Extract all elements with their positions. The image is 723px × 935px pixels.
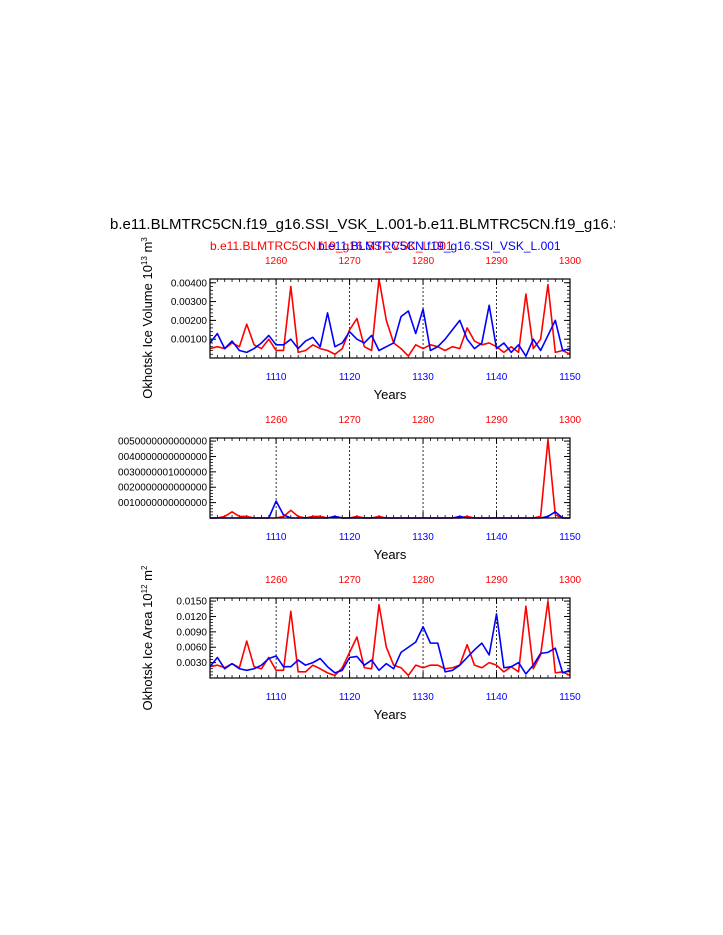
x-tick-label-top: 1270 xyxy=(338,575,361,586)
red-case-title: b.e11.BLMTRC5CN.f19_g16.SSI_VSK_L.001 xyxy=(210,239,453,253)
x-tick-label-bottom: 1150 xyxy=(559,532,581,543)
plot-frame xyxy=(209,437,571,519)
x-tick-label-top: 1300 xyxy=(559,575,582,586)
series-line-blue xyxy=(210,500,570,519)
x-tick-label-bottom: 1120 xyxy=(339,532,361,543)
x-tick-label-top: 1290 xyxy=(485,415,508,426)
x-tick-label-bottom: 1140 xyxy=(486,532,508,543)
y-tick-label: 0.0030 xyxy=(176,658,207,669)
series-line-red xyxy=(209,278,571,357)
x-tick-label-top: 1290 xyxy=(485,575,508,586)
x-tick-label-top: 1290 xyxy=(485,256,508,267)
x-tick-label-top: 1300 xyxy=(559,256,582,267)
series-line-blue xyxy=(209,304,571,357)
y-tick-label: 0.00100 xyxy=(171,335,208,346)
x-axis-title: Years xyxy=(374,707,407,722)
y-tick-label: 0010000000000000 xyxy=(118,498,207,509)
chart-panel-1: 1110 1120 1130 1140 1150 1260 1270 1280 1290 1300… xyxy=(140,237,582,402)
y-tick-label: 0050000000000000 xyxy=(118,437,207,448)
x-tick-label-bottom: 1140 xyxy=(486,372,508,383)
series-line-red xyxy=(210,438,570,519)
y-tick-label: 0.00200 xyxy=(171,316,208,327)
x-tick-label-top: 1270 xyxy=(338,256,361,267)
x-tick-label-bottom: 1150 xyxy=(559,692,581,703)
x-tick-label-bottom: 1120 xyxy=(339,372,361,383)
chart-panel-2: 1110 1120 1130 1140 1150 1260 1270 1280 1290 1300… xyxy=(118,415,582,562)
x-tick-label-top: 1260 xyxy=(265,415,288,426)
y-tick-label: 0040000000000000 xyxy=(118,452,207,463)
y-axis-title: Okhotsk Ice Area 1012 m2 xyxy=(140,565,160,710)
x-tick-label-top: 1260 xyxy=(265,575,288,586)
x-tick-label-top: 1260 xyxy=(265,256,288,267)
y-tick-label: 0.0120 xyxy=(176,612,207,623)
x-tick-label-bottom: 1120 xyxy=(339,692,361,703)
blue-case-title: b.e11.BLMTRC5CN.f19_g16.SSI_VSK_L.001 xyxy=(318,239,561,253)
y-tick-label: 0030000001000000 xyxy=(118,467,207,478)
x-tick-label-bottom: 1110 xyxy=(266,532,287,543)
plot-frame xyxy=(209,597,571,679)
y-tick-label: 0.0090 xyxy=(176,627,207,638)
y-tick-label: 0.0060 xyxy=(176,643,207,654)
y-tick-label: 0020000000000000 xyxy=(118,483,207,494)
chart-panel-3: 1110 1120 1130 1140 1150 1260 1270 1280 1290 1300… xyxy=(140,565,582,722)
y-tick-label: 0.00400 xyxy=(171,278,208,289)
y-tick-label: 0.0150 xyxy=(176,597,207,608)
x-tick-label-bottom: 1110 xyxy=(266,692,287,703)
x-axis-title: Years xyxy=(374,547,407,562)
y-tick-label: 0.00300 xyxy=(171,297,208,308)
x-tick-label-top: 1280 xyxy=(412,256,435,267)
series-line-blue xyxy=(209,613,571,675)
x-tick-label-top: 1270 xyxy=(338,415,361,426)
main-title: b.e11.BLMTRC5CN.f19_g16.SSI_VSK_L.001-b.… xyxy=(110,216,615,233)
x-tick-label-bottom: 1130 xyxy=(412,692,434,703)
x-tick-label-bottom: 1150 xyxy=(559,372,581,383)
x-tick-label-top: 1280 xyxy=(412,575,435,586)
y-axis-title: Okhotsk Ice Volume 1013 m3 xyxy=(140,237,160,399)
x-tick-label-bottom: 1130 xyxy=(412,372,434,383)
x-axis-title: Years xyxy=(374,387,407,402)
x-tick-label-bottom: 1140 xyxy=(486,692,508,703)
x-tick-label-bottom: 1110 xyxy=(266,372,287,383)
x-tick-label-top: 1280 xyxy=(412,415,435,426)
plot-frame xyxy=(209,278,571,359)
x-tick-label-top: 1300 xyxy=(559,415,582,426)
x-tick-label-bottom: 1130 xyxy=(412,532,434,543)
